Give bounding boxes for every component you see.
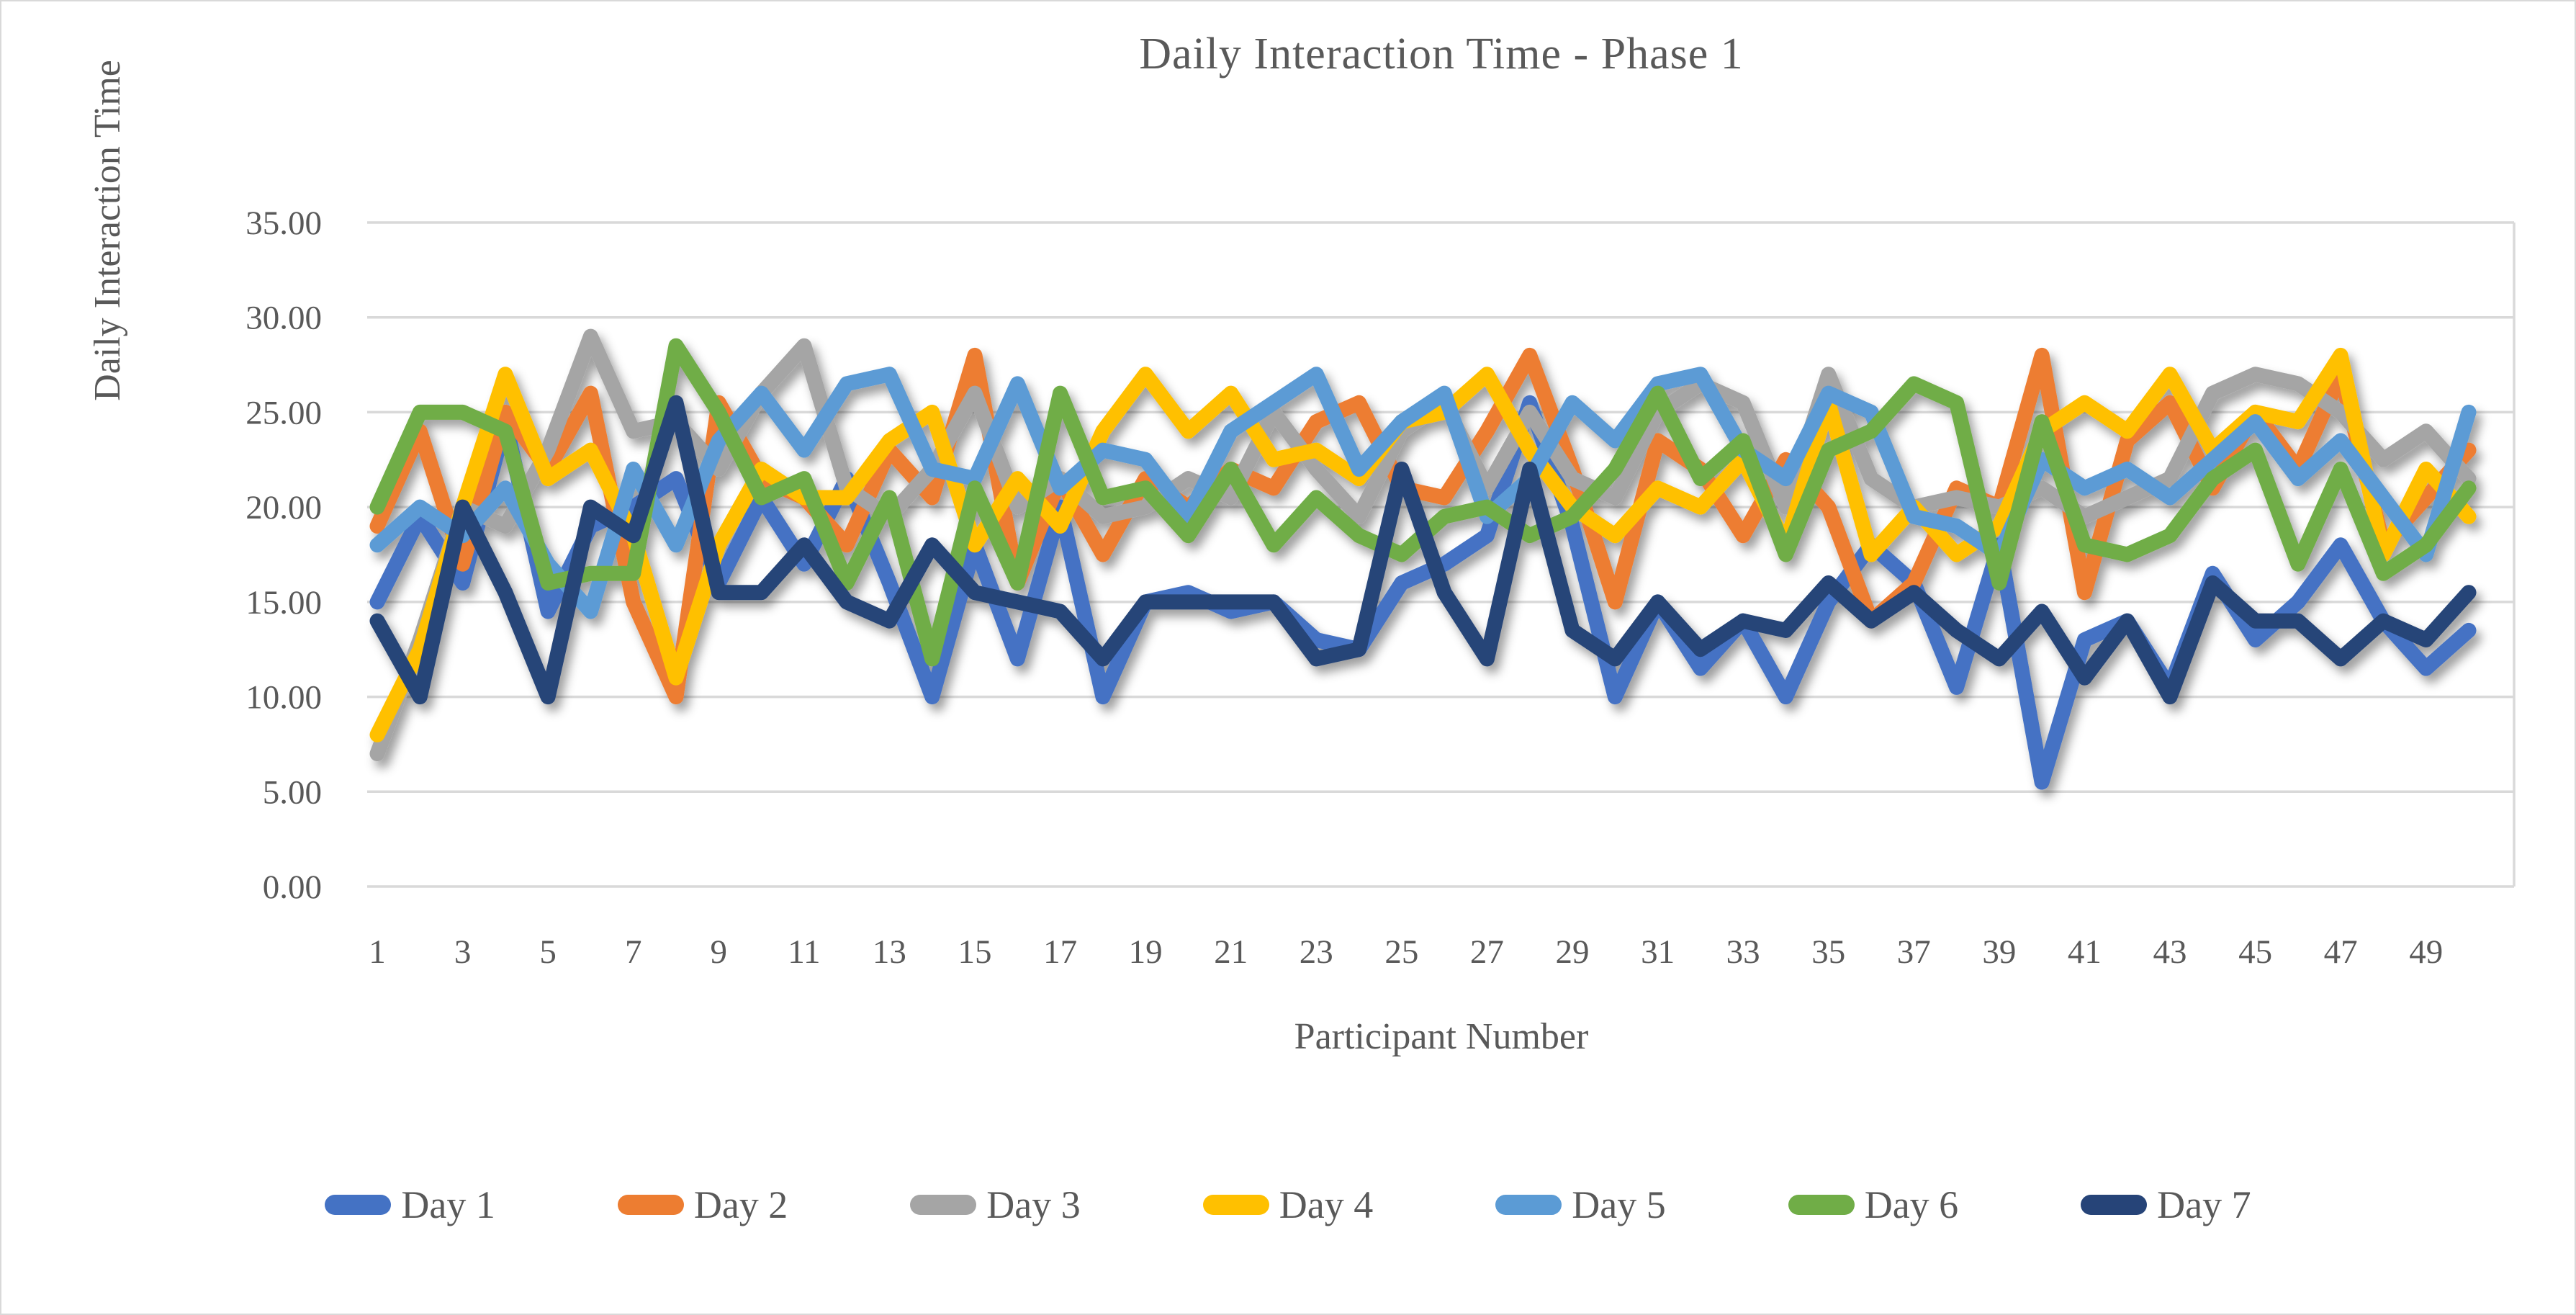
svg-text:43: 43 [2153,933,2187,971]
svg-text:35: 35 [1811,933,1845,971]
legend-item-label: Day 5 [1572,1183,1666,1226]
svg-text:1: 1 [369,933,386,971]
svg-text:19: 19 [1129,933,1163,971]
svg-text:33: 33 [1726,933,1760,971]
legend-swatch-icon [1202,1195,1269,1215]
svg-text:49: 49 [2409,933,2443,971]
svg-text:29: 29 [1556,933,1590,971]
series-line-day-7 [369,395,2477,705]
svg-text:35.00: 35.00 [246,205,322,242]
legend-item-label: Day 7 [2157,1183,2251,1226]
legend-item: Day 4 [1202,1182,1374,1227]
svg-text:45: 45 [2238,933,2272,971]
legend-swatch-icon [1788,1195,1855,1215]
svg-text:11: 11 [788,933,820,971]
y-tick-labels: 35.00 30.00 25.00 20.00 15.00 10.00 5.00 0.00 [246,205,322,906]
svg-text:15: 15 [958,933,992,971]
chart-title: Daily Interaction Time - Phase 1 [1139,30,1744,78]
svg-text:31: 31 [1641,933,1675,971]
svg-text:13: 13 [873,933,906,971]
legend-swatch-icon [325,1195,392,1215]
legend: Day 1 Day 2 Day 3 Day 4 Day 5 Day 6 Day … [1,1182,2575,1227]
svg-text:27: 27 [1470,933,1504,971]
svg-text:0.00: 0.00 [263,869,322,906]
svg-text:25: 25 [1384,933,1418,971]
legend-swatch-icon [2081,1195,2148,1215]
svg-text:25.00: 25.00 [246,394,322,431]
svg-text:47: 47 [2324,933,2358,971]
legend-item: Day 7 [2081,1182,2251,1227]
legend-swatch-icon [1495,1195,1562,1215]
x-axis-title: Participant Number [1294,1016,1589,1057]
svg-text:5.00: 5.00 [263,773,322,811]
series-lines [369,328,2477,790]
svg-text:3: 3 [454,933,472,971]
legend-swatch-icon [910,1195,977,1215]
legend-item: Day 5 [1495,1182,1666,1227]
legend-item: Day 3 [910,1182,1081,1227]
svg-text:9: 9 [711,933,728,971]
svg-text:30.00: 30.00 [246,300,322,337]
legend-item: Day 6 [1788,1182,1958,1227]
svg-text:17: 17 [1043,933,1077,971]
x-tick-labels: 1 3 5 7 9 11 13 15 17 19 21 23 25 27 29 31 33 35 37 39 41 43 4… [369,933,2443,971]
legend-swatch-icon [617,1195,684,1215]
svg-text:41: 41 [2068,933,2102,971]
legend-item-label: Day 2 [693,1183,788,1226]
svg-text:39: 39 [1982,933,2016,971]
svg-text:15.00: 15.00 [246,584,322,621]
svg-text:37: 37 [1897,933,1931,971]
svg-text:10.00: 10.00 [246,679,322,717]
svg-text:5: 5 [539,933,557,971]
legend-item-label: Day 4 [1279,1183,1374,1226]
svg-text:23: 23 [1300,933,1333,971]
legend-item-label: Day 3 [986,1183,1081,1226]
svg-text:20.00: 20.00 [246,489,322,526]
svg-text:7: 7 [625,933,642,971]
series-line-day-4 [369,347,2477,742]
legend-item: Day 2 [617,1182,788,1227]
legend-item: Day 1 [325,1182,495,1227]
legend-item-label: Day 6 [1864,1183,1959,1226]
svg-text:21: 21 [1214,933,1248,971]
legend-item-label: Day 1 [401,1183,495,1226]
